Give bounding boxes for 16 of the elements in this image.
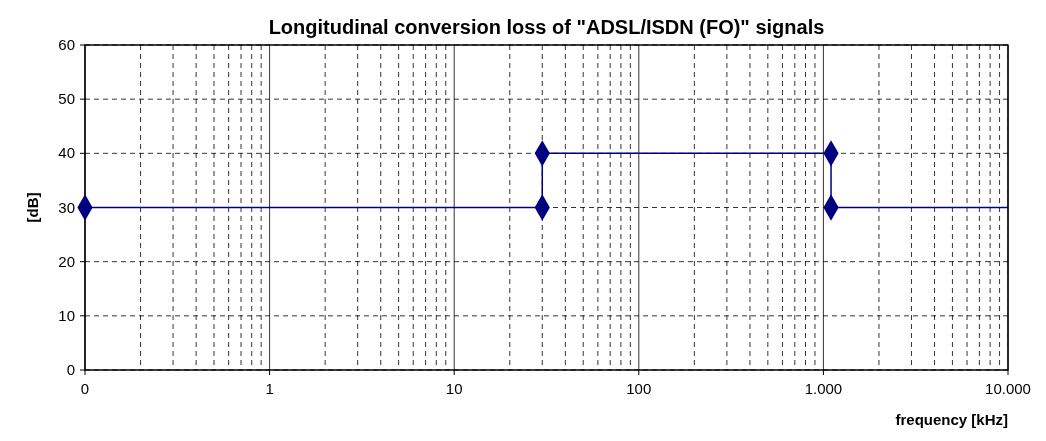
y-tick-label: 40 bbox=[58, 144, 75, 162]
y-tick-label: 50 bbox=[58, 90, 75, 108]
y-tick-label: 60 bbox=[58, 36, 75, 53]
y-tick-label: 0 bbox=[66, 361, 75, 378]
x-tick-label: 10 bbox=[445, 380, 463, 397]
y-axis-title: [dB] bbox=[24, 192, 41, 223]
x-tick-label: 0 bbox=[80, 380, 90, 397]
x-tick-label: 10.000 bbox=[985, 380, 1031, 397]
x-tick-label: 1 bbox=[265, 380, 274, 397]
x-tick-label: 100 bbox=[626, 380, 652, 397]
x-axis-title: frequency [kHz] bbox=[895, 411, 1008, 428]
y-tick-label: 30 bbox=[58, 198, 75, 216]
chart-title: Longitudinal conversion loss of "ADSL/ISDN (FO)" signals bbox=[268, 16, 825, 38]
y-tick-label: 20 bbox=[58, 252, 75, 270]
y-tick-label: 10 bbox=[58, 306, 75, 324]
x-tick-label: 1.000 bbox=[804, 380, 843, 397]
